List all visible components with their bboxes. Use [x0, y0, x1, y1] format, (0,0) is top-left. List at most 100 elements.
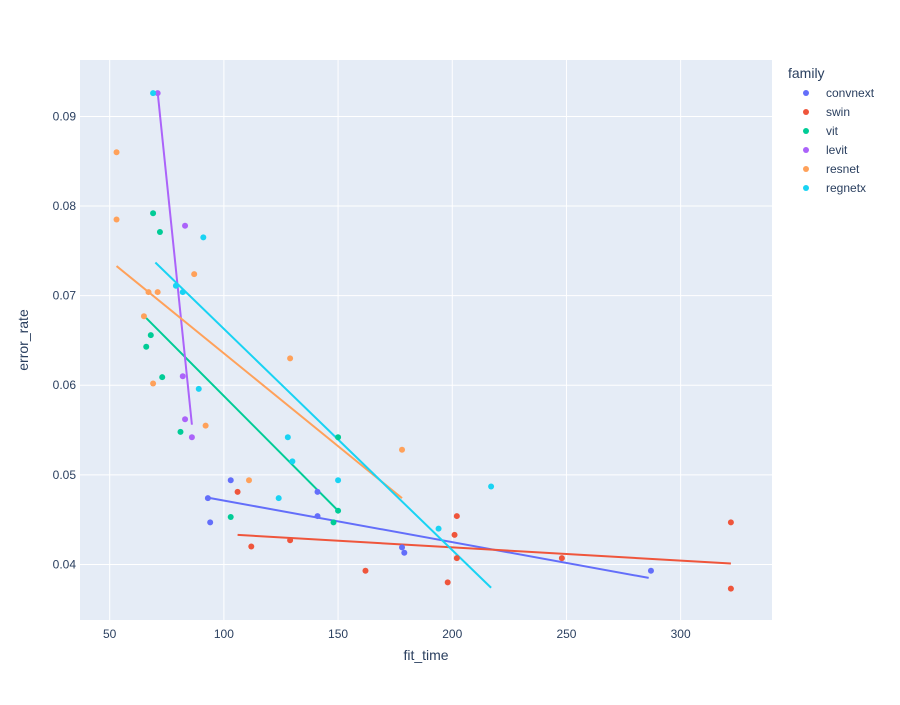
x-tick-label: 300 — [671, 627, 691, 641]
data-point-swin[interactable] — [248, 543, 255, 550]
legend-title: family — [788, 65, 825, 81]
data-point-regnetx[interactable] — [172, 282, 179, 289]
data-point-resnet[interactable] — [113, 216, 120, 223]
data-point-vit[interactable] — [335, 434, 342, 441]
data-point-convnext[interactable] — [207, 519, 214, 526]
legend-item-swin[interactable]: swin — [803, 105, 850, 119]
data-point-regnetx[interactable] — [488, 483, 495, 490]
data-point-resnet[interactable] — [145, 289, 152, 296]
data-point-swin[interactable] — [453, 555, 460, 562]
data-point-regnetx[interactable] — [275, 495, 282, 502]
data-point-resnet[interactable] — [287, 355, 294, 362]
data-point-convnext[interactable] — [204, 495, 211, 502]
data-point-swin[interactable] — [362, 567, 369, 574]
legend-label-resnet: resnet — [826, 162, 860, 176]
legend[interactable]: family convnext swin vit levit resnet regnetx — [788, 65, 875, 195]
trendlines — [115, 92, 731, 589]
data-point-vit[interactable] — [330, 519, 337, 526]
data-point-resnet[interactable] — [399, 446, 406, 453]
legend-label-convnext: convnext — [826, 86, 875, 100]
data-point-levit[interactable] — [182, 416, 189, 423]
y-tick-label: 0.08 — [53, 199, 77, 213]
legend-item-convnext[interactable]: convnext — [803, 86, 875, 100]
data-point-vit[interactable] — [143, 343, 150, 350]
y-tick-label: 0.07 — [53, 289, 77, 303]
data-point-swin[interactable] — [727, 519, 734, 526]
data-point-resnet[interactable] — [246, 477, 253, 484]
y-tick-label: 0.05 — [53, 468, 77, 482]
data-point-resnet[interactable] — [202, 422, 209, 429]
data-points — [113, 90, 734, 592]
legend-label-levit: levit — [826, 143, 848, 157]
trendline-regnetx — [154, 261, 492, 589]
x-tick-label: 200 — [442, 627, 462, 641]
x-tick-label: 150 — [328, 627, 348, 641]
x-axis-ticks: 50 100 150 200 250 300 — [103, 627, 691, 641]
legend-marker-resnet — [803, 166, 809, 172]
grid-lines — [80, 60, 772, 620]
legend-marker-vit — [803, 128, 809, 134]
data-point-vit[interactable] — [177, 428, 184, 435]
data-point-convnext[interactable] — [647, 567, 654, 574]
data-point-swin[interactable] — [287, 537, 294, 544]
data-point-regnetx[interactable] — [179, 289, 186, 296]
data-point-resnet[interactable] — [113, 149, 120, 156]
data-point-resnet[interactable] — [154, 289, 161, 296]
y-tick-label: 0.04 — [53, 557, 77, 571]
data-point-regnetx[interactable] — [435, 525, 442, 532]
y-tick-label: 0.06 — [53, 378, 77, 392]
y-axis-ticks: 0.04 0.05 0.06 0.07 0.08 0.09 — [53, 109, 77, 571]
data-point-vit[interactable] — [147, 332, 154, 339]
data-point-vit[interactable] — [156, 229, 163, 236]
data-point-convnext[interactable] — [401, 549, 408, 556]
data-point-swin[interactable] — [234, 488, 241, 495]
legend-item-levit[interactable]: levit — [803, 143, 848, 157]
data-point-swin[interactable] — [444, 579, 451, 586]
legend-label-vit: vit — [826, 124, 839, 138]
data-point-swin[interactable] — [727, 585, 734, 592]
data-point-convnext[interactable] — [399, 544, 406, 551]
data-point-swin[interactable] — [453, 513, 460, 520]
data-point-resnet[interactable] — [140, 313, 147, 320]
data-point-swin[interactable] — [451, 531, 458, 538]
data-point-regnetx[interactable] — [284, 434, 291, 441]
legend-label-swin: swin — [826, 105, 850, 119]
data-point-vit[interactable] — [150, 210, 157, 217]
legend-item-resnet[interactable]: resnet — [803, 162, 860, 176]
legend-item-regnetx[interactable]: regnetx — [803, 181, 866, 195]
trendline-convnext — [205, 496, 649, 579]
data-point-resnet[interactable] — [150, 380, 157, 387]
legend-marker-convnext — [803, 90, 809, 96]
data-point-swin[interactable] — [558, 555, 565, 562]
x-tick-label: 50 — [103, 627, 117, 641]
legend-marker-swin — [803, 109, 809, 115]
data-point-convnext[interactable] — [314, 488, 321, 495]
y-axis-title: error_rate — [15, 309, 31, 371]
x-tick-label: 100 — [214, 627, 234, 641]
trendline-swin — [237, 533, 731, 565]
data-point-convnext[interactable] — [314, 513, 321, 520]
data-point-resnet[interactable] — [191, 271, 198, 278]
plot-background — [80, 60, 772, 620]
legend-item-vit[interactable]: vit — [803, 124, 839, 138]
y-tick-label: 0.09 — [53, 109, 77, 123]
data-point-vit[interactable] — [227, 513, 234, 520]
legend-marker-levit — [803, 147, 809, 153]
data-point-regnetx[interactable] — [200, 234, 207, 241]
data-point-regnetx[interactable] — [150, 90, 157, 97]
data-point-levit[interactable] — [188, 434, 195, 441]
data-point-vit[interactable] — [159, 374, 166, 381]
x-axis-title: fit_time — [403, 647, 448, 663]
trendline-resnet — [115, 265, 403, 499]
trendline-levit — [156, 92, 193, 425]
data-point-regnetx[interactable] — [335, 477, 342, 484]
data-point-levit[interactable] — [179, 373, 186, 380]
data-point-levit[interactable] — [154, 90, 161, 97]
data-point-convnext[interactable] — [227, 477, 234, 484]
data-point-levit[interactable] — [182, 222, 189, 229]
data-point-regnetx[interactable] — [195, 385, 202, 392]
data-point-vit[interactable] — [335, 507, 342, 514]
data-point-regnetx[interactable] — [289, 458, 296, 465]
